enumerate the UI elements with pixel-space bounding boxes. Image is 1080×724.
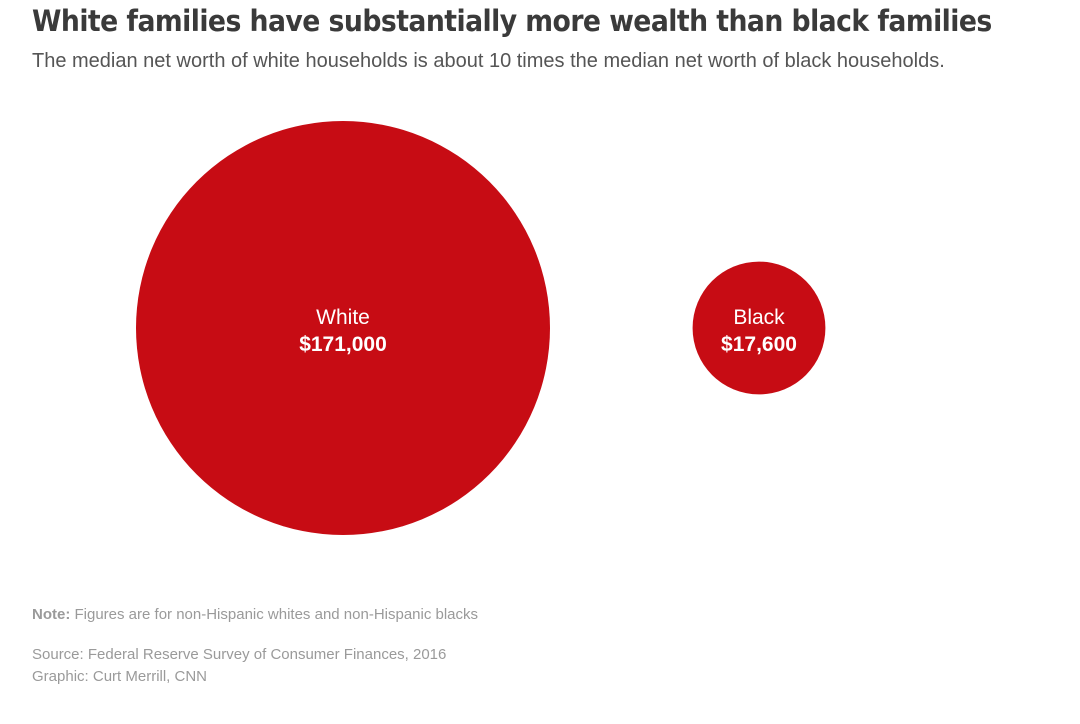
bubble-value-white: $171,000 xyxy=(299,333,387,356)
chart-source: Source: Federal Reserve Survey of Consum… xyxy=(32,646,447,663)
chart-subtitle: The median net worth of white households… xyxy=(32,50,945,72)
bubble-label-white: White xyxy=(316,306,370,329)
bubble-group: White $171,000 Black $17,600 xyxy=(136,121,826,535)
bubble-label-black: Black xyxy=(733,306,785,329)
bubble-white xyxy=(136,121,550,535)
chart-title: White families have substantially more w… xyxy=(32,4,992,38)
note-label: Note: xyxy=(32,606,71,623)
bubble-value-black: $17,600 xyxy=(721,333,797,356)
note-text: Figures are for non-Hispanic whites and … xyxy=(74,606,479,623)
bubble-black xyxy=(692,261,826,395)
chart-credit: Graphic: Curt Merrill, CNN xyxy=(32,668,208,685)
chart-note: Note: Figures are for non-Hispanic white… xyxy=(32,606,478,623)
bubble-chart: White $171,000 Black $17,600 xyxy=(136,121,826,535)
